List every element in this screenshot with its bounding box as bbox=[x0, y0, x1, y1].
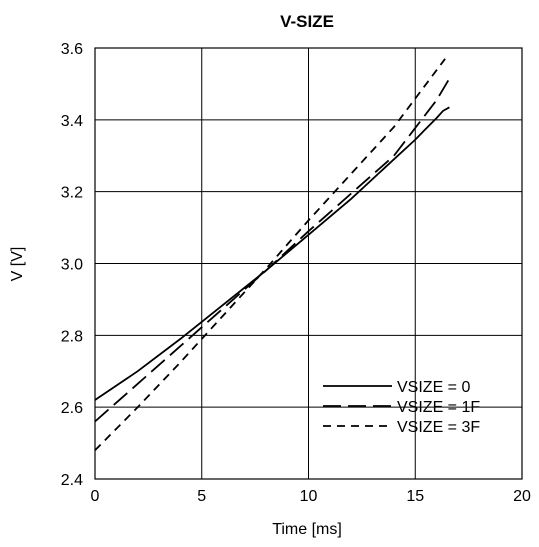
x-tick-label: 5 bbox=[197, 488, 206, 505]
legend-label: VSIZE = 1F bbox=[397, 399, 480, 416]
x-tick-label: 0 bbox=[91, 488, 100, 505]
series-line-3 bbox=[94, 58, 446, 451]
y-tick-label: 3.4 bbox=[61, 113, 83, 130]
legend-label: VSIZE = 3F bbox=[397, 419, 480, 436]
y-tick-label: 2.8 bbox=[61, 328, 83, 345]
chart-title: V-SIZE bbox=[280, 12, 334, 31]
x-tick-label: 10 bbox=[300, 488, 318, 505]
y-tick-label: 2.6 bbox=[61, 400, 83, 417]
series-line-1 bbox=[94, 106, 450, 401]
series-lines bbox=[94, 58, 451, 451]
plot-frame bbox=[94, 47, 523, 480]
grid bbox=[94, 47, 523, 480]
x-axis-label: Time [ms] bbox=[272, 521, 342, 538]
y-axis-label: V [V] bbox=[9, 247, 26, 282]
legend: VSIZE = 0 VSIZE = 1F VSIZE = 3F bbox=[323, 379, 480, 436]
series-line-2 bbox=[94, 78, 451, 423]
x-tick-label: 20 bbox=[513, 488, 531, 505]
y-tick-label: 3.6 bbox=[61, 41, 83, 58]
y-tick-labels: 2.4 2.6 2.8 3.0 3.2 3.4 3.6 bbox=[61, 41, 83, 489]
x-tick-labels: 0 5 10 15 20 bbox=[91, 488, 531, 505]
y-tick-label: 3.2 bbox=[61, 185, 83, 202]
y-tick-label: 2.4 bbox=[61, 472, 83, 489]
x-tick-label: 15 bbox=[406, 488, 424, 505]
legend-label: VSIZE = 0 bbox=[397, 379, 470, 396]
y-tick-label: 3.0 bbox=[61, 257, 83, 274]
